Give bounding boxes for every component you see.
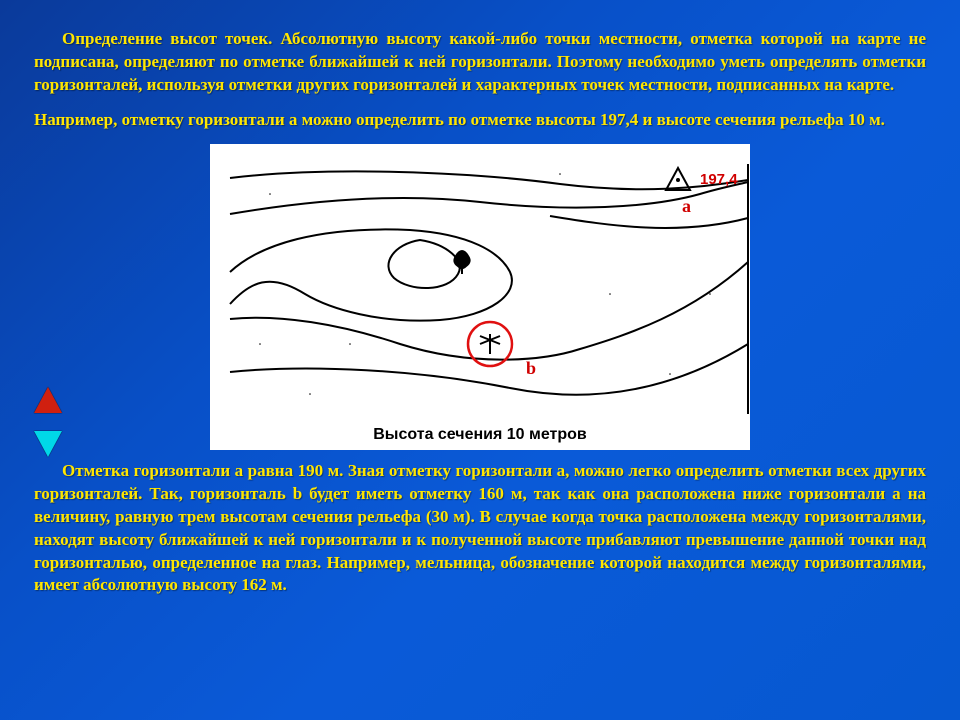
point-a-label: a	[682, 196, 691, 216]
nav-next-button[interactable]	[34, 429, 64, 459]
paragraph-intro: Определение высот точек. Абсолютную высо…	[34, 28, 926, 97]
elevation-value: 197,4	[700, 171, 738, 188]
triangle-down-icon	[34, 431, 62, 457]
point-b-label: b	[526, 358, 536, 378]
paragraph-explanation: Отметка горизонтали a равна 190 м. Зная …	[34, 460, 926, 598]
contour-diagram: 197,4 a b Высота сечения 10	[210, 144, 750, 450]
contour-svg: 197,4 a b	[210, 144, 750, 424]
nav-controls	[34, 385, 64, 459]
triangle-up-icon	[34, 387, 62, 413]
paragraph-example: Например, отметку горизонтали a можно оп…	[34, 109, 926, 132]
diagram-caption: Высота сечения 10 метров	[210, 424, 750, 450]
nav-prev-button[interactable]	[34, 385, 64, 415]
